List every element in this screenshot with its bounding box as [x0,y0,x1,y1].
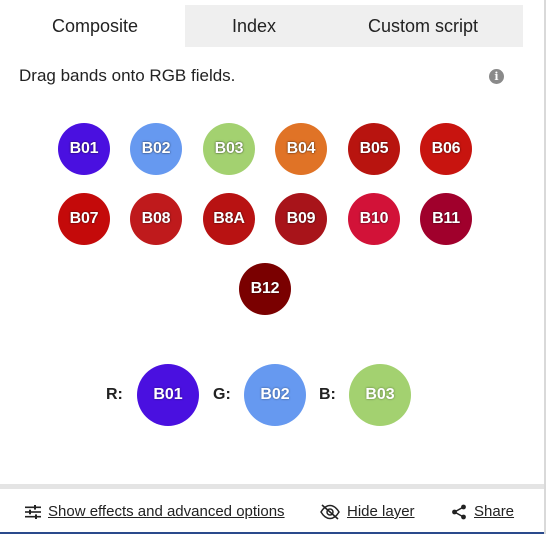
bottom-border [0,532,544,534]
band-chip-b8a[interactable]: B8A [203,193,255,245]
sliders-icon [25,504,41,519]
share-icon [452,504,466,519]
band-chip-b11[interactable]: B11 [420,193,472,245]
hide-layer-button[interactable]: Hide layer [320,503,415,520]
info-icon[interactable]: i [489,69,504,84]
band-chip-b04[interactable]: B04 [275,123,327,175]
rgb-slot-r[interactable]: B01 [137,364,199,426]
band-chip-b06[interactable]: B06 [420,123,472,175]
band-chip-b05[interactable]: B05 [348,123,400,175]
rgb-label-b: B: [319,386,336,403]
rgb-slot-g[interactable]: B02 [244,364,306,426]
band-chip-b09[interactable]: B09 [275,193,327,245]
band-chip-b03[interactable]: B03 [203,123,255,175]
show-effects-label: Show effects and advanced options [48,503,285,520]
tab-bar: Composite Index Custom script [5,5,523,47]
band-chip-b12[interactable]: B12 [239,263,291,315]
band-chip-b07[interactable]: B07 [58,193,110,245]
band-chip-b10[interactable]: B10 [348,193,400,245]
footer-bar: Show effects and advanced options Hide l… [0,489,544,534]
instructions-text: Drag bands onto RGB fields. [19,66,236,85]
share-label: Share [474,503,515,520]
tab-custom-script[interactable]: Custom script [367,15,479,36]
share-button[interactable]: Share [451,503,514,520]
eye-off-icon [320,503,340,520]
footer-divider [0,484,544,489]
band-chip-b02[interactable]: B02 [130,123,182,175]
band-chip-b01[interactable]: B01 [58,123,110,175]
tab-composite[interactable]: Composite [5,5,185,47]
show-effects-button[interactable]: Show effects and advanced options [25,503,285,520]
hide-layer-label: Hide layer [347,503,415,520]
band-chip-b08[interactable]: B08 [130,193,182,245]
rgb-label-r: R: [106,386,123,403]
rgb-label-g: G: [213,386,231,403]
rgb-slot-b[interactable]: B03 [349,364,411,426]
tab-index[interactable]: Index [231,15,277,36]
